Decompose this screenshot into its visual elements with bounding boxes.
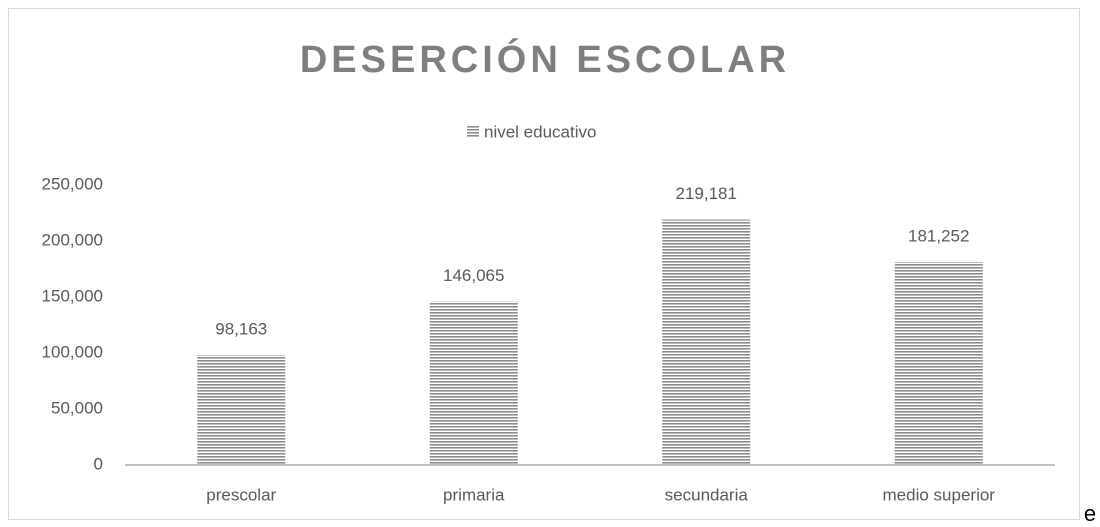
x-tick-label: prescolar bbox=[206, 485, 276, 504]
bar bbox=[197, 355, 286, 465]
legend-swatch bbox=[467, 126, 479, 138]
y-tick-label: 100,000 bbox=[42, 342, 103, 361]
y-tick-label: 250,000 bbox=[42, 174, 103, 193]
x-tick-label: medio superior bbox=[883, 485, 996, 504]
y-tick-label: 0 bbox=[94, 454, 103, 473]
data-label: 98,163 bbox=[215, 320, 267, 339]
y-tick-label: 200,000 bbox=[42, 230, 103, 249]
x-tick-label: primaria bbox=[443, 485, 505, 504]
y-tick-label: 50,000 bbox=[51, 398, 103, 417]
data-label: 181,252 bbox=[908, 226, 969, 245]
chart-title: DESERCIÓN ESCOLAR bbox=[300, 37, 790, 81]
stray-text: e bbox=[1084, 501, 1096, 526]
legend-label: nivel educativo bbox=[484, 122, 596, 141]
bar bbox=[662, 219, 751, 465]
data-label: 219,181 bbox=[676, 184, 737, 203]
bar bbox=[429, 301, 518, 465]
x-tick-label: secundaria bbox=[665, 485, 749, 504]
bar bbox=[894, 261, 983, 465]
y-tick-label: 150,000 bbox=[42, 286, 103, 305]
data-label: 146,065 bbox=[443, 266, 504, 285]
